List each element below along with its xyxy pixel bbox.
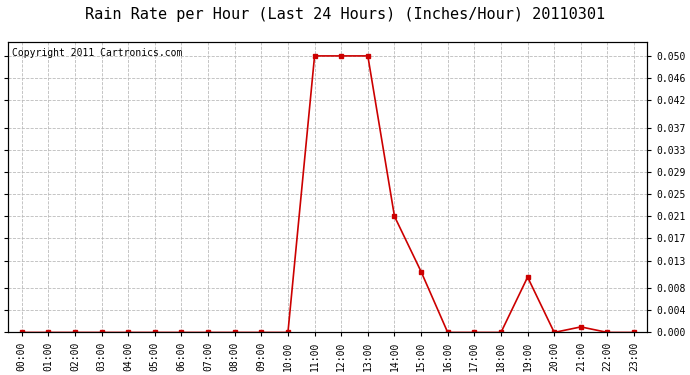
Text: Rain Rate per Hour (Last 24 Hours) (Inches/Hour) 20110301: Rain Rate per Hour (Last 24 Hours) (Inch… [85,8,605,22]
Text: Copyright 2011 Cartronics.com: Copyright 2011 Cartronics.com [12,48,182,58]
